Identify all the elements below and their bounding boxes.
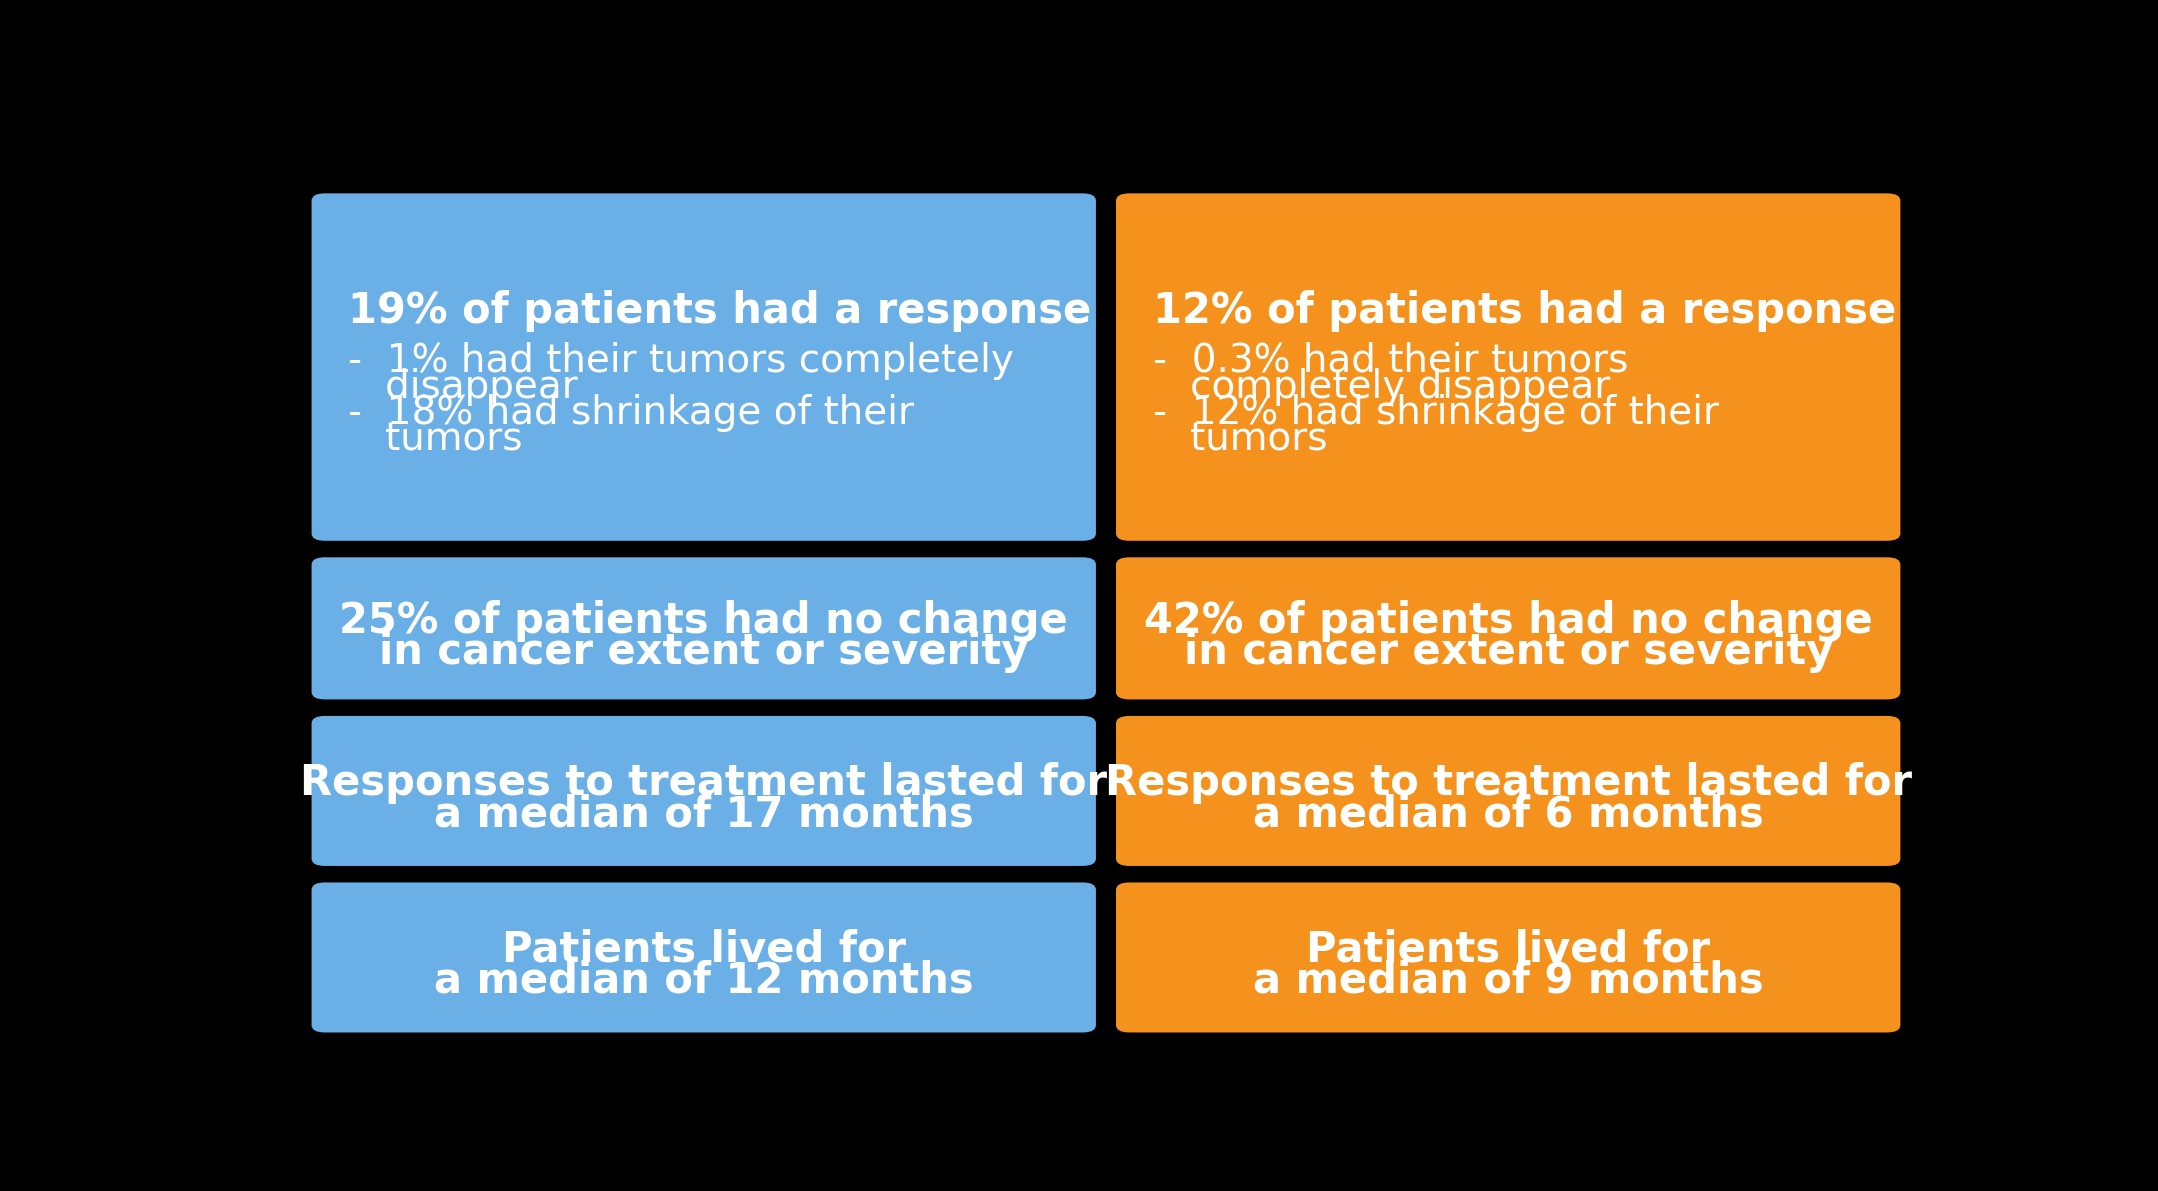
Text: 42% of patients had no change: 42% of patients had no change xyxy=(1144,599,1873,642)
Text: tumors: tumors xyxy=(1152,420,1327,459)
FancyBboxPatch shape xyxy=(311,557,1096,699)
Text: tumors: tumors xyxy=(347,420,522,459)
FancyBboxPatch shape xyxy=(1116,193,1901,541)
Text: a median of 6 months: a median of 6 months xyxy=(1254,793,1763,835)
Text: Responses to treatment lasted for: Responses to treatment lasted for xyxy=(1105,762,1912,804)
Text: 19% of patients had a response: 19% of patients had a response xyxy=(347,289,1092,331)
FancyBboxPatch shape xyxy=(311,716,1096,866)
FancyBboxPatch shape xyxy=(1116,557,1901,699)
Text: -  18% had shrinkage of their: - 18% had shrinkage of their xyxy=(347,394,915,432)
Text: a median of 12 months: a median of 12 months xyxy=(434,960,973,1002)
Text: in cancer extent or severity: in cancer extent or severity xyxy=(1183,631,1832,673)
Text: Responses to treatment lasted for: Responses to treatment lasted for xyxy=(300,762,1107,804)
Text: a median of 9 months: a median of 9 months xyxy=(1254,960,1763,1002)
Text: -  12% had shrinkage of their: - 12% had shrinkage of their xyxy=(1152,394,1718,432)
Text: disappear: disappear xyxy=(347,368,578,406)
FancyBboxPatch shape xyxy=(1116,883,1901,1033)
Text: -  0.3% had their tumors: - 0.3% had their tumors xyxy=(1152,342,1627,380)
Text: 25% of patients had no change: 25% of patients had no change xyxy=(339,599,1068,642)
Text: Patients lived for: Patients lived for xyxy=(503,929,906,971)
Text: Patients lived for: Patients lived for xyxy=(1306,929,1709,971)
FancyBboxPatch shape xyxy=(1116,716,1901,866)
FancyBboxPatch shape xyxy=(311,883,1096,1033)
Text: 12% of patients had a response: 12% of patients had a response xyxy=(1152,289,1897,331)
Text: -  1% had their tumors completely: - 1% had their tumors completely xyxy=(347,342,1014,380)
Text: completely disappear: completely disappear xyxy=(1152,368,1610,406)
Text: a median of 17 months: a median of 17 months xyxy=(434,793,973,835)
FancyBboxPatch shape xyxy=(311,193,1096,541)
Text: in cancer extent or severity: in cancer extent or severity xyxy=(380,631,1029,673)
